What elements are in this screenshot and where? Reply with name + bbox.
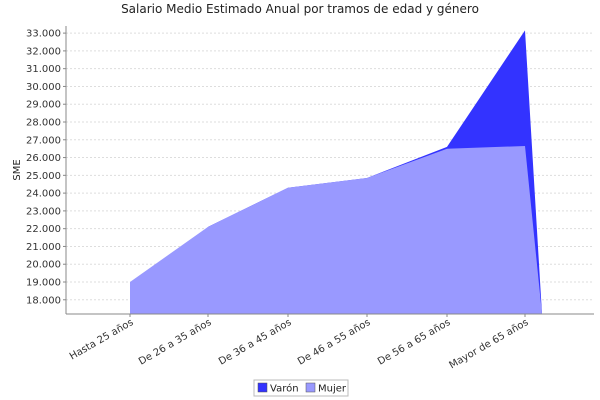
area-series	[130, 30, 542, 315]
legend-box	[253, 379, 349, 397]
y-tick-label: 20.000	[26, 260, 61, 271]
y-tick-labels: 18.000 19.000 20.000 21.000 22.000 23.000 24.0…	[26, 29, 66, 306]
legend-label: Mujer	[318, 384, 347, 395]
y-tick-label: 33.000	[26, 29, 61, 40]
x-tick-label: Mayor de 65 años	[448, 317, 531, 371]
legend-label: Varón	[270, 383, 299, 395]
legend: Varón Mujer	[253, 379, 349, 397]
y-tick-label: 19.000	[26, 278, 61, 289]
x-tick-label: De 26 a 35 años	[137, 317, 213, 368]
y-axis-title: SME	[12, 159, 23, 180]
y-tick-label: 21.000	[26, 242, 61, 253]
y-tick-label: 22.000	[26, 224, 61, 235]
y-tick-label: 27.000	[26, 135, 61, 146]
legend-swatch	[257, 382, 268, 393]
y-tick-label: 28.000	[26, 118, 61, 129]
legend-swatch	[305, 382, 316, 393]
y-tick-label: 26.000	[26, 153, 61, 164]
y-tick-label: 31.000	[26, 64, 61, 75]
y-tick-label: 30.000	[26, 82, 61, 93]
x-tick-label: De 36 a 45 años	[217, 317, 293, 368]
axes	[65, 26, 594, 315]
x-tick-label: De 46 a 55 años	[296, 317, 372, 368]
y-tick-label: 29.000	[26, 100, 61, 111]
y-tick-label: 25.000	[26, 171, 61, 182]
x-tick-labels: Hasta 25 años De 26 a 35 años De 36 a 45 a…	[68, 314, 531, 371]
y-tick-label: 18.000	[26, 295, 61, 306]
x-tick-label: De 56 a 65 años	[376, 317, 452, 368]
area-mujer	[130, 146, 542, 314]
x-tick-label: Hasta 25 años	[68, 317, 136, 362]
y-tick-label: 23.000	[26, 206, 61, 217]
y-tick-label: 24.000	[26, 189, 61, 200]
chart-title: Salario Medio Estimado Anual por tramos …	[121, 2, 479, 16]
y-tick-label: 32.000	[26, 46, 61, 57]
